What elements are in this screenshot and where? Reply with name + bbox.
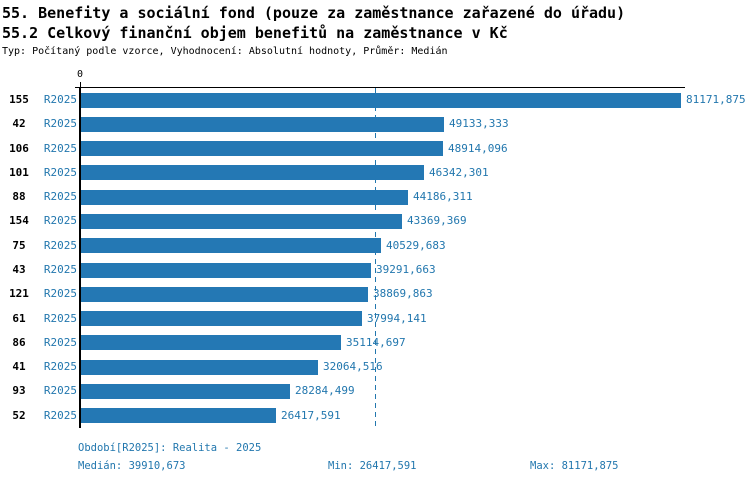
bar-value-label: 46342,301	[429, 165, 489, 179]
row-series-label: R2025	[43, 311, 77, 325]
chart-row: 101 R2025 46342,301	[0, 161, 750, 185]
row-series-label: R2025	[43, 141, 77, 155]
chart-row: 155 R2025 81171,875	[0, 88, 750, 112]
row-category-label: 43	[12, 263, 26, 276]
row-category-label: 154	[9, 214, 29, 228]
report-title-line-2: 55.2 Celkový finanční objem benefitů na …	[2, 24, 508, 42]
period-legend: Období[R2025]: Realita - 2025	[78, 442, 262, 454]
row-series-label: R2025	[43, 408, 77, 422]
row-series-label: R2025	[43, 335, 77, 349]
bar-value-label: 40529,683	[386, 238, 446, 252]
row-category-label: 121	[9, 287, 29, 301]
row-category-label: 106	[9, 141, 29, 155]
report-subtitle: Typ: Počítaný podle vzorce, Vyhodnocení:…	[2, 46, 448, 57]
value-bar	[81, 311, 362, 327]
row-category-label: 86	[12, 335, 26, 349]
median-reference-line	[375, 88, 376, 428]
x-axis-zero-tick-label: 0	[76, 69, 84, 80]
chart-row: 154 R2025 43369,369	[0, 209, 750, 233]
row-category-label: 41	[12, 360, 26, 374]
row-series-label: R2025	[43, 93, 77, 106]
chart-row: 43 R2025 39291,663	[0, 258, 750, 282]
median-stat: Medián: 39910,673	[78, 460, 186, 472]
row-category-label: 42	[12, 117, 26, 131]
value-bar	[81, 408, 276, 424]
value-bar	[81, 189, 408, 205]
row-category-label: 93	[12, 384, 26, 398]
row-category-label: 52	[12, 408, 26, 422]
chart-row: 121 R2025 38869,863	[0, 282, 750, 306]
row-series-label: R2025	[43, 287, 77, 301]
value-bar	[81, 165, 424, 181]
value-bar	[81, 238, 381, 254]
max-stat: Max: 81171,875	[530, 460, 619, 472]
row-series-label: R2025	[43, 190, 77, 204]
bar-value-label: 43369,369	[407, 214, 467, 228]
row-series-label: R2025	[43, 384, 77, 398]
min-stat: Min: 26417,591	[328, 460, 417, 472]
row-series-label: R2025	[43, 214, 77, 228]
x-axis-zero-tick-mark	[80, 82, 81, 88]
chart-row: 93 R2025 28284,499	[0, 379, 750, 403]
bar-value-label: 32064,516	[323, 360, 383, 374]
bar-value-label: 49133,333	[449, 117, 509, 131]
bar-value-label: 81171,875	[686, 93, 746, 106]
row-category-label: 88	[12, 190, 26, 204]
value-bar	[81, 214, 402, 230]
bar-value-label: 39291,663	[376, 263, 436, 276]
chart-row: 52 R2025 26417,591	[0, 404, 750, 428]
value-bar	[81, 141, 443, 157]
row-series-label: R2025	[43, 263, 77, 276]
bar-value-label: 28284,499	[295, 384, 355, 398]
chart-row: 106 R2025 48914,096	[0, 137, 750, 161]
row-category-label: 155	[9, 93, 29, 106]
value-bar	[81, 286, 368, 302]
chart-row: 88 R2025 44186,311	[0, 185, 750, 209]
value-bar	[81, 116, 444, 132]
value-bar	[81, 92, 681, 108]
value-bar	[81, 262, 371, 278]
value-bar	[81, 359, 318, 375]
x-axis-line	[75, 87, 685, 88]
value-bar	[81, 384, 290, 400]
row-category-label: 61	[12, 311, 26, 325]
bar-value-label: 26417,591	[281, 408, 341, 422]
row-series-label: R2025	[43, 117, 77, 131]
row-category-label: 101	[9, 165, 29, 179]
chart-row: 86 R2025 35114,697	[0, 331, 750, 355]
y-axis-line	[79, 87, 81, 428]
bar-value-label: 37994,141	[367, 311, 427, 325]
row-category-label: 75	[12, 238, 26, 252]
row-series-label: R2025	[43, 165, 77, 179]
chart-row: 41 R2025 32064,516	[0, 355, 750, 379]
chart-row: 75 R2025 40529,683	[0, 234, 750, 258]
bar-value-label: 48914,096	[448, 141, 508, 155]
row-series-label: R2025	[43, 360, 77, 374]
row-series-label: R2025	[43, 238, 77, 252]
value-bar	[81, 335, 341, 351]
chart-row: 61 R2025 37994,141	[0, 307, 750, 331]
bar-value-label: 44186,311	[413, 190, 473, 204]
report-title-line-1: 55. Benefity a sociální fond (pouze za z…	[2, 4, 626, 22]
bar-value-label: 35114,697	[346, 335, 406, 349]
chart-row: 42 R2025 49133,333	[0, 112, 750, 136]
bar-value-label: 38869,863	[373, 287, 433, 301]
